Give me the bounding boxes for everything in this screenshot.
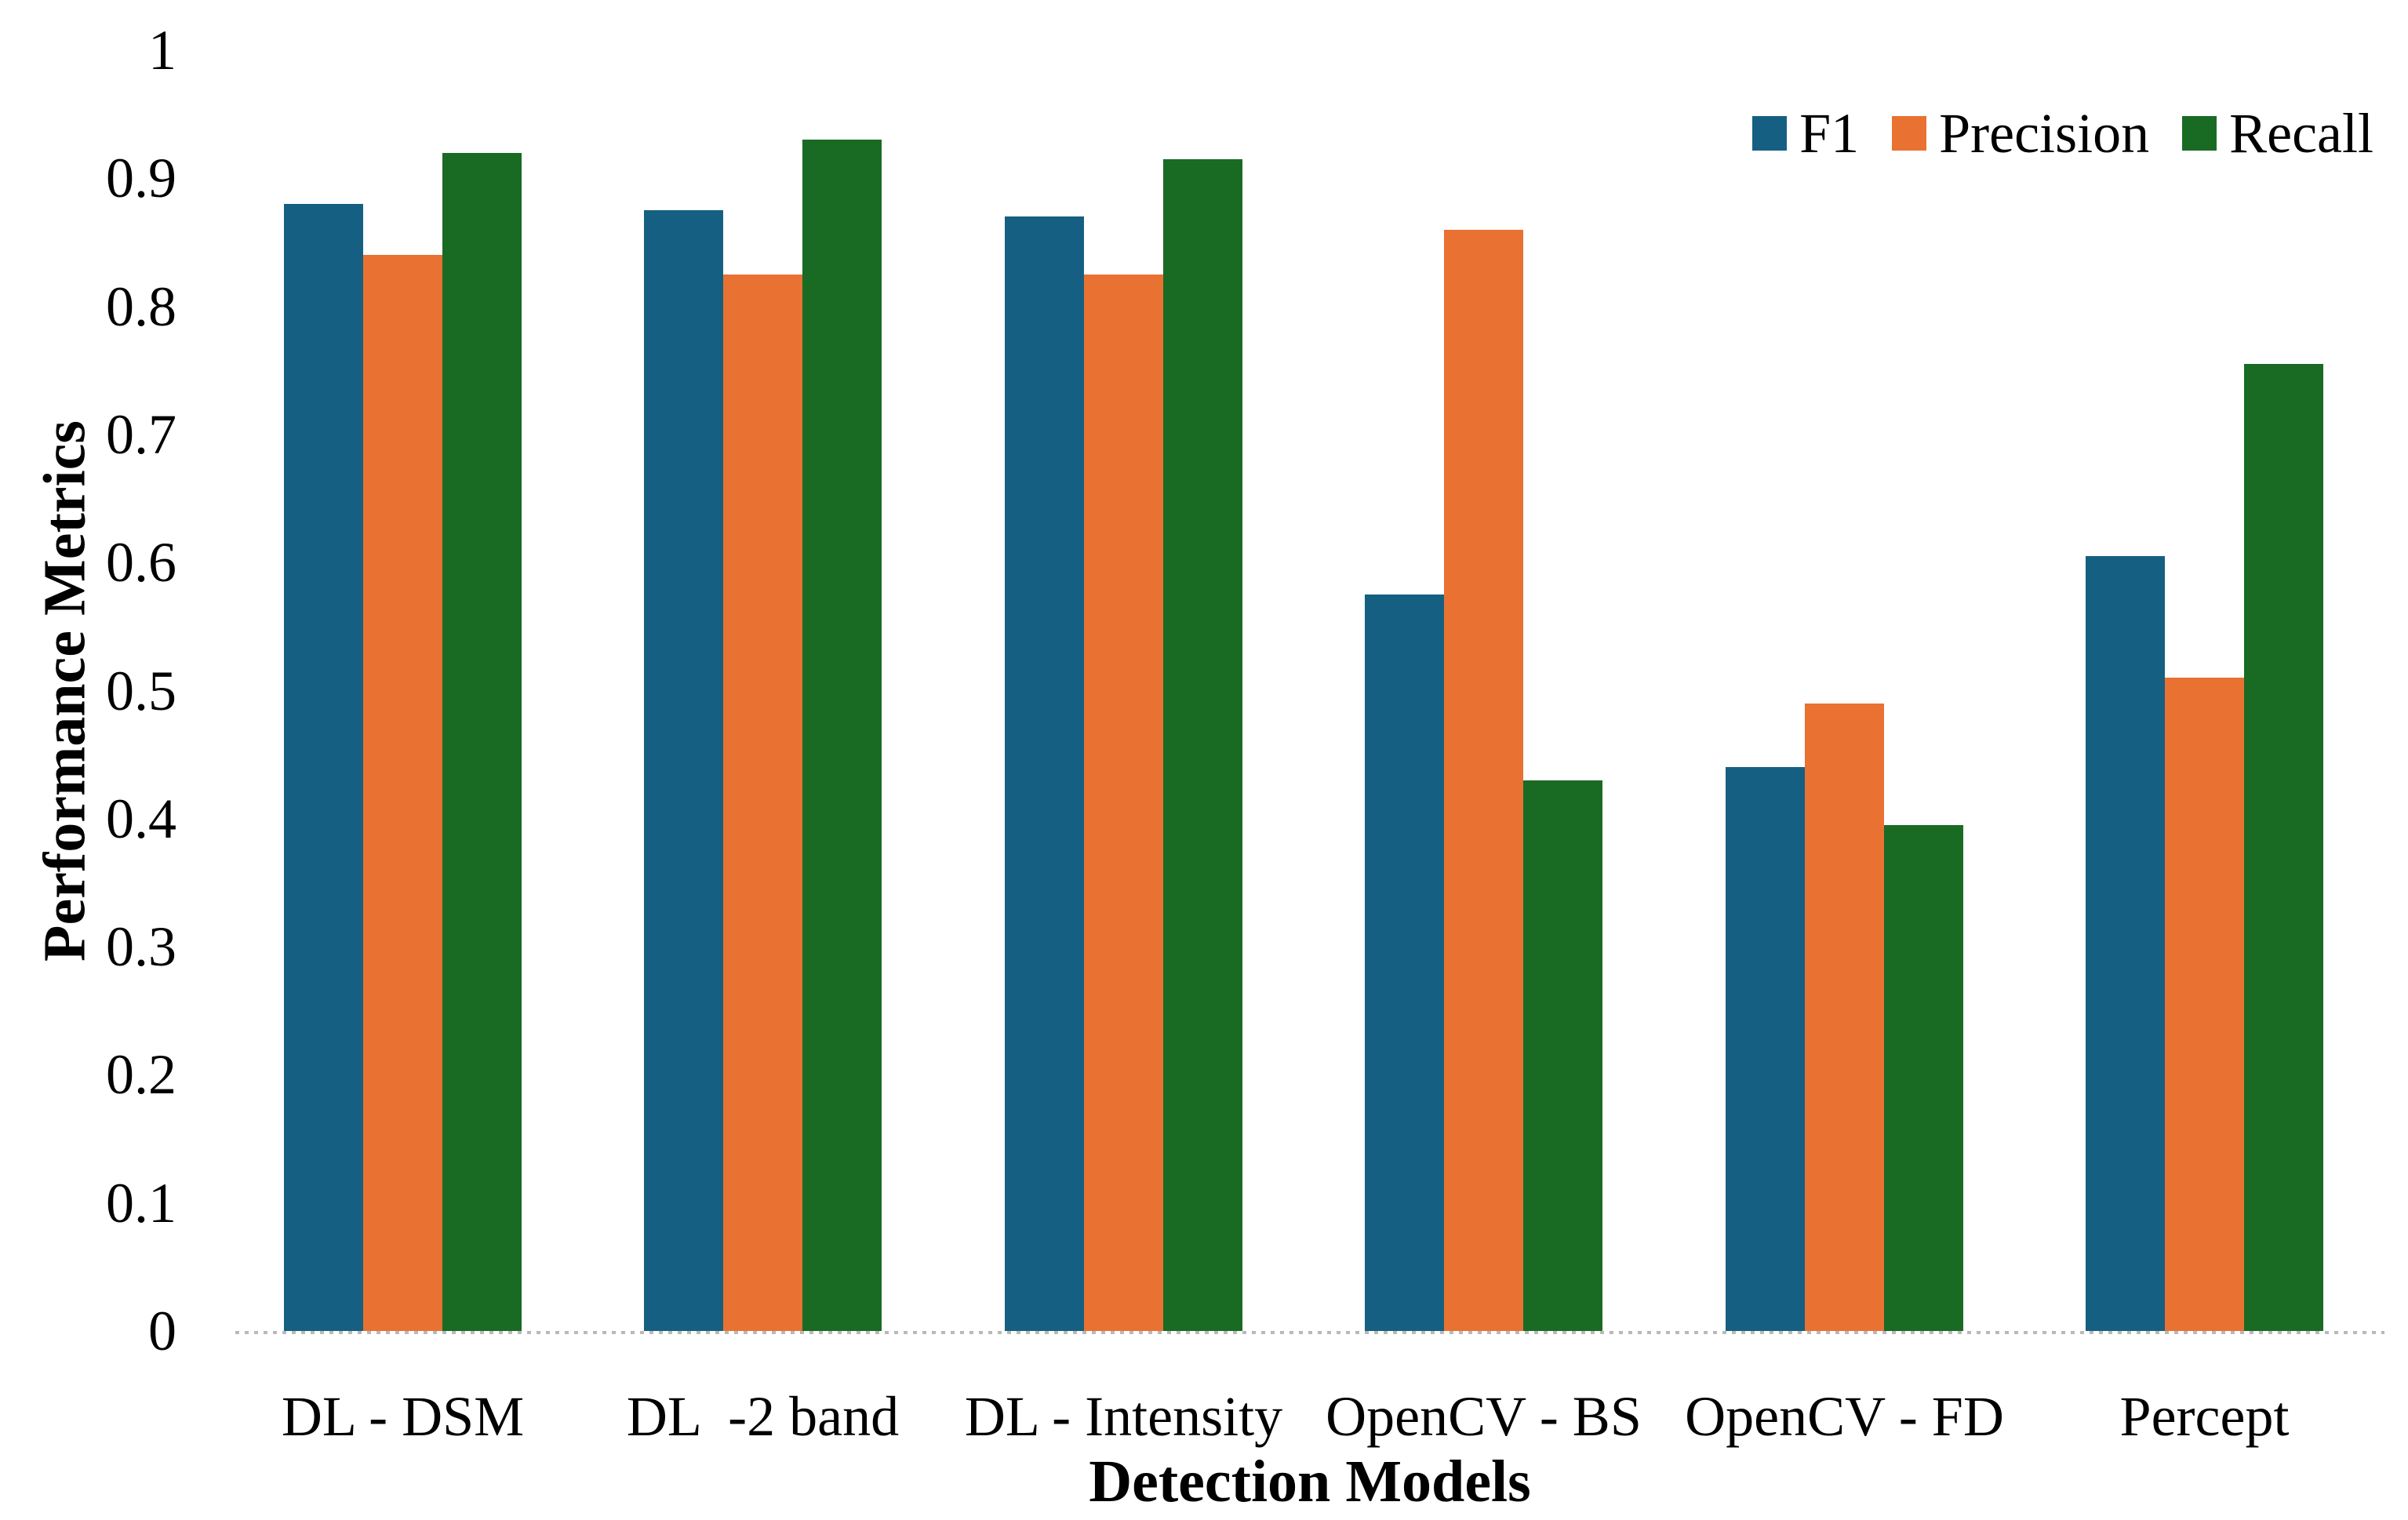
y-tick-label: 0.5 (106, 659, 176, 722)
bar-recall-3 (1163, 159, 1242, 1331)
bar-precision-1 (363, 255, 442, 1331)
bar-f1-3 (1005, 216, 1084, 1331)
bar-recall-4 (1523, 780, 1602, 1331)
bar-recall-5 (1884, 825, 1963, 1331)
legend-item-recall: Recall (2182, 105, 2373, 162)
bar-f1-5 (1726, 767, 1805, 1331)
bar-f1-2 (644, 210, 723, 1331)
bar-precision-6 (2165, 678, 2244, 1331)
y-tick-label: 0.4 (106, 787, 176, 850)
bar-f1-4 (1365, 595, 1444, 1331)
bar-precision-3 (1084, 275, 1163, 1331)
y-tick-label: 0.8 (106, 275, 176, 338)
legend-item-precision: Precision (1892, 105, 2149, 162)
x-axis-title: Detection Models (1089, 1449, 1531, 1515)
legend-swatch-precision (1892, 116, 1927, 151)
x-category-label: OpenCV - FD (1685, 1385, 2004, 1448)
y-tick-label: 0.6 (106, 531, 176, 595)
y-tick-label: 0 (148, 1300, 176, 1362)
y-tick-label: 0.1 (106, 1171, 176, 1235)
legend-label-precision: Precision (1939, 102, 2150, 165)
y-tick-label: 0.3 (106, 915, 176, 979)
bar-f1-6 (2086, 556, 2165, 1331)
bar-recall-1 (442, 153, 522, 1331)
bar-precision-5 (1805, 704, 1884, 1331)
legend: F1 Precision Recall (1752, 105, 2373, 162)
legend-swatch-f1 (1752, 116, 1788, 151)
y-tick-label: 0.9 (106, 147, 176, 210)
x-category-label: DL -2 band (626, 1385, 900, 1448)
bar-f1-1 (284, 204, 363, 1331)
legend-label-recall: Recall (2229, 102, 2373, 165)
bar-recall-2 (802, 140, 882, 1331)
x-category-label: Percept (2119, 1385, 2290, 1448)
x-category-label: OpenCV - BS (1326, 1385, 1642, 1448)
bar-recall-6 (2244, 364, 2323, 1331)
zero-baseline (235, 1331, 2384, 1334)
y-tick-label: 0.7 (106, 402, 176, 466)
bar-precision-4 (1444, 230, 1523, 1331)
x-category-label: DL - DSM (281, 1385, 525, 1448)
y-tick-label: 0.2 (106, 1043, 176, 1107)
y-tick-label: 1 (148, 19, 176, 82)
legend-label-f1: F1 (1799, 102, 1860, 165)
legend-item-f1: F1 (1752, 105, 1859, 162)
bar-precision-2 (723, 275, 802, 1331)
y-axis-title: Performance Metrics (31, 420, 98, 962)
x-category-label: DL - Intensity (964, 1385, 1283, 1448)
legend-swatch-recall (2182, 116, 2217, 151)
